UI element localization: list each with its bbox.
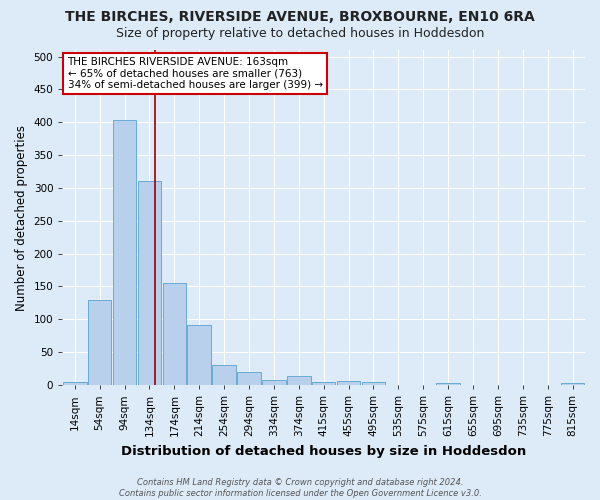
Bar xyxy=(262,380,286,385)
Text: THE BIRCHES RIVERSIDE AVENUE: 163sqm
← 65% of detached houses are smaller (763)
: THE BIRCHES RIVERSIDE AVENUE: 163sqm ← 6… xyxy=(68,56,323,90)
Bar xyxy=(163,283,186,385)
Bar xyxy=(137,182,161,385)
Bar xyxy=(362,382,385,385)
Text: Size of property relative to detached houses in Hoddesdon: Size of property relative to detached ho… xyxy=(116,28,484,40)
Text: THE BIRCHES, RIVERSIDE AVENUE, BROXBOURNE, EN10 6RA: THE BIRCHES, RIVERSIDE AVENUE, BROXBOURN… xyxy=(65,10,535,24)
Bar xyxy=(436,383,460,385)
Bar xyxy=(312,382,335,385)
Bar xyxy=(237,372,261,385)
Bar xyxy=(88,300,112,385)
Bar xyxy=(187,324,211,385)
Bar xyxy=(113,120,136,385)
Bar xyxy=(287,376,311,385)
Text: Contains HM Land Registry data © Crown copyright and database right 2024.
Contai: Contains HM Land Registry data © Crown c… xyxy=(119,478,481,498)
Bar xyxy=(63,382,86,385)
Bar xyxy=(561,383,584,385)
Bar xyxy=(337,381,361,385)
Bar xyxy=(212,366,236,385)
X-axis label: Distribution of detached houses by size in Hoddesdon: Distribution of detached houses by size … xyxy=(121,444,526,458)
Y-axis label: Number of detached properties: Number of detached properties xyxy=(15,124,28,310)
